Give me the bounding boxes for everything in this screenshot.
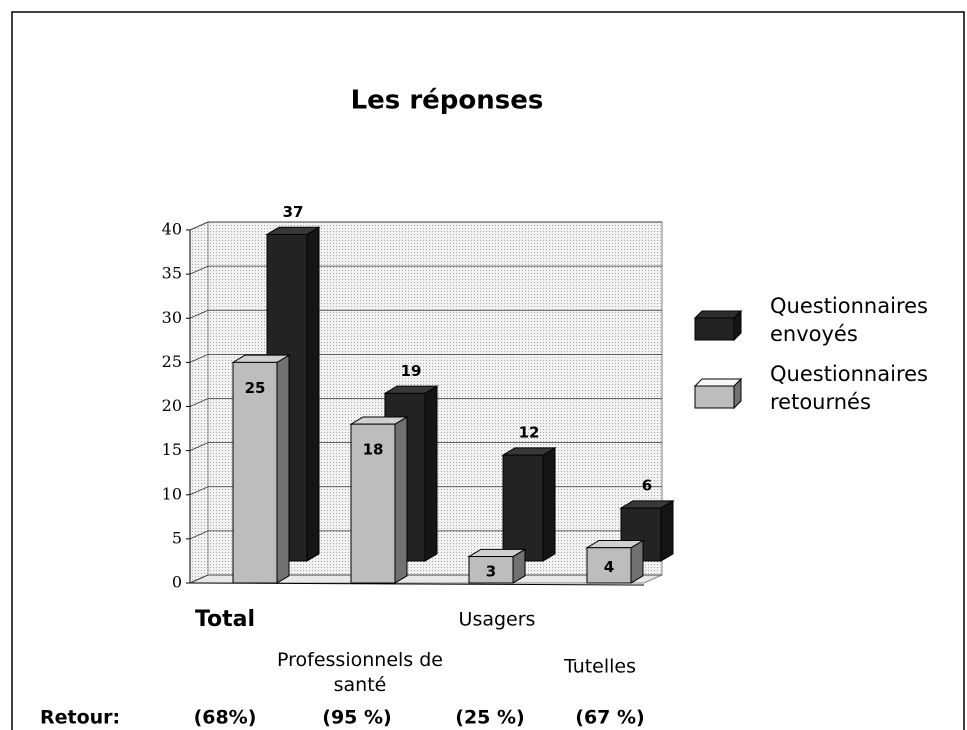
bar-side <box>542 447 556 562</box>
x-tick-label: Usagers <box>459 609 536 631</box>
return-rate: (67 %) <box>575 707 644 729</box>
value-label: 19 <box>401 362 422 380</box>
bar-side <box>660 499 674 562</box>
bar-side <box>394 416 408 584</box>
grid-line <box>189 265 662 275</box>
y-tick-label: 20 <box>162 396 182 415</box>
grid-line <box>189 398 662 407</box>
value-label: 3 <box>486 562 496 580</box>
value-label: 25 <box>245 379 266 397</box>
return-rate: (25 %) <box>455 707 524 729</box>
x-tick-label: Professionnels de santé <box>277 649 443 696</box>
legend-swatch-top <box>693 310 743 319</box>
y-tick-label: 5 <box>172 528 182 547</box>
legend-swatch <box>694 385 735 409</box>
grid-line <box>189 309 662 319</box>
bar-side <box>276 354 290 584</box>
bar-side <box>424 385 438 562</box>
x-tick-label: Total <box>195 607 255 632</box>
y-tick-label: 10 <box>162 484 182 503</box>
bar <box>232 361 278 584</box>
bar <box>350 423 396 584</box>
return-rate: (95 %) <box>322 707 391 729</box>
legend-label: Questionnaires retournés <box>770 362 928 414</box>
legend-swatch <box>694 317 735 341</box>
bar <box>586 547 632 584</box>
chart-title: Les réponses <box>351 86 544 116</box>
y-tick-label: 15 <box>162 440 182 459</box>
value-label: 18 <box>363 441 384 459</box>
frame <box>11 11 965 730</box>
value-label: 37 <box>283 203 304 221</box>
grid-line <box>189 353 662 363</box>
legend-swatch-top <box>693 378 743 387</box>
bar <box>468 556 514 584</box>
y-tick-label: 40 <box>162 220 182 239</box>
y-tick-label: 0 <box>172 573 182 592</box>
y-tick-label: 35 <box>162 264 182 283</box>
value-label: 12 <box>519 424 540 442</box>
return-label: Retour: <box>40 707 120 729</box>
grid-line <box>189 442 662 451</box>
value-label: 4 <box>604 558 614 576</box>
y-tick-label: 30 <box>162 308 182 327</box>
value-label: 6 <box>642 477 652 495</box>
bar-side <box>306 226 320 562</box>
legend-label: Questionnaires envoyés <box>770 294 928 346</box>
y-tick-label: 25 <box>162 352 182 371</box>
x-tick-label: Tutelles <box>563 656 636 678</box>
grid-line <box>189 221 662 231</box>
return-rate: (68%) <box>194 707 257 729</box>
bar <box>502 454 544 562</box>
